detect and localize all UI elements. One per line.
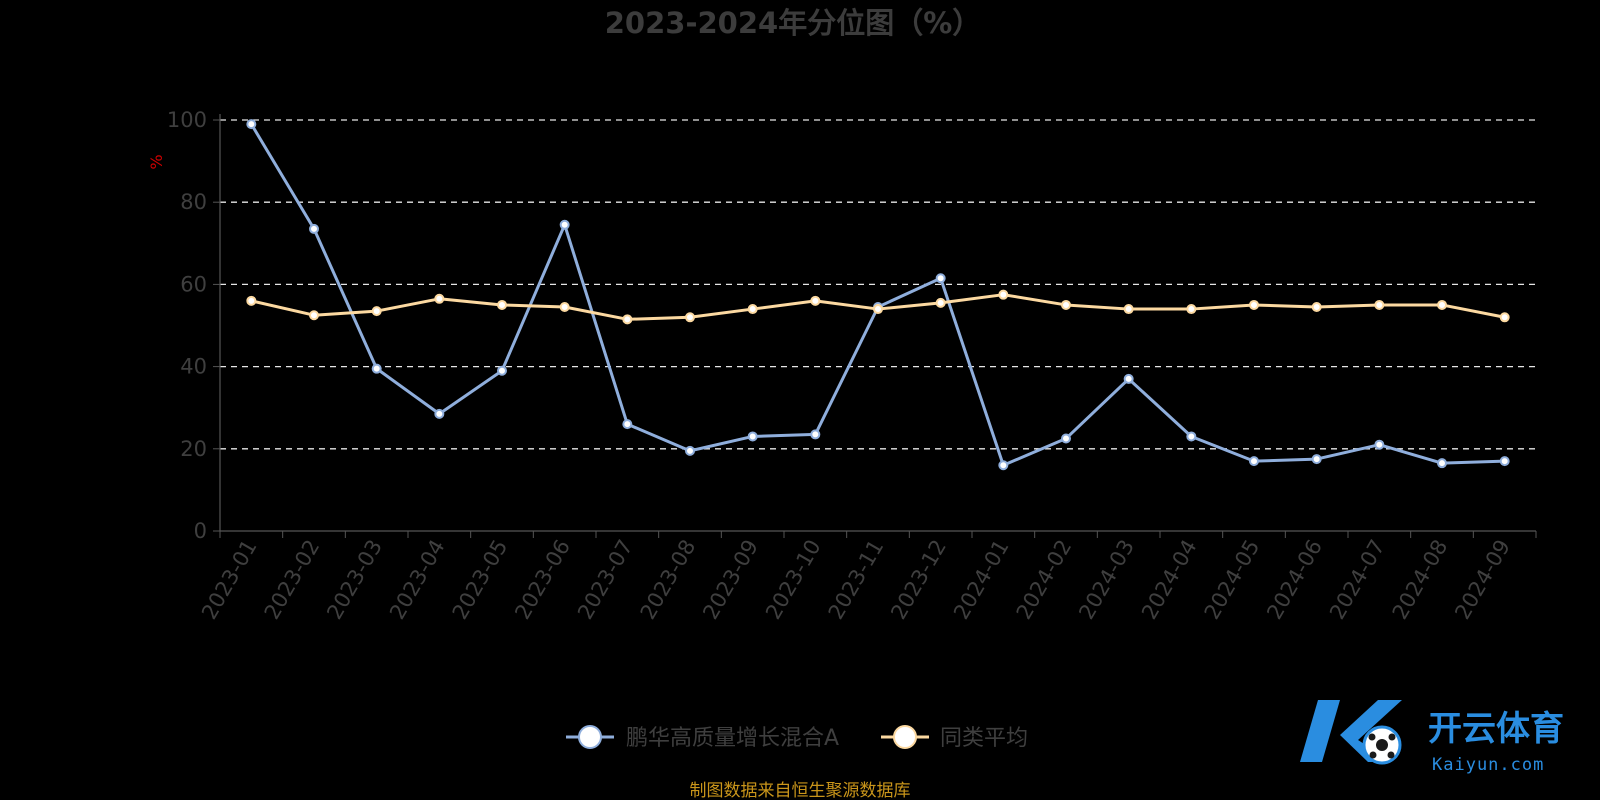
data-point: [622, 314, 633, 325]
x-tick-label: 2023-04: [385, 536, 450, 624]
data-point: [497, 299, 507, 310]
data-point: [1311, 454, 1322, 465]
data-point: [685, 312, 695, 323]
data-point: [1123, 304, 1134, 315]
series-group: [246, 119, 1510, 471]
x-tick-label: 2023-07: [573, 536, 638, 624]
data-point: [559, 302, 570, 313]
data-point: [873, 304, 883, 315]
x-tick-label: 2023-05: [448, 536, 513, 624]
data-point: [1186, 304, 1197, 315]
legend-marker-icon: [893, 725, 917, 749]
legend-label: 鹏华高质量增长混合A: [626, 726, 839, 751]
legend-label: 同类平均: [940, 726, 1028, 751]
data-point: [434, 293, 445, 304]
chart-title: 2023-2024年分位图（%）: [605, 6, 982, 40]
x-tick-label: 2023-10: [761, 536, 826, 624]
data-point: [1437, 458, 1447, 469]
x-tick-label: 2023-01: [197, 536, 262, 624]
data-point: [810, 429, 821, 440]
y-tick-label: 80: [180, 190, 207, 214]
data-point: [685, 445, 695, 456]
data-point: [246, 295, 257, 306]
x-tick-label: 2024-09: [1450, 536, 1515, 624]
x-tick-label: 2024-02: [1012, 536, 1077, 624]
legend-item-1[interactable]: 鹏华高质量增长混合A: [566, 725, 839, 751]
brand-logo-icon: [1300, 700, 1402, 765]
x-tick-label: 2024-07: [1325, 536, 1390, 624]
x-tick-label: 2023-08: [636, 536, 701, 624]
x-tick-label: 2023-03: [322, 536, 387, 624]
data-point: [1374, 439, 1385, 450]
x-tick-label: 2024-04: [1137, 536, 1202, 624]
data-point: [935, 273, 946, 284]
x-tick-label: 2024-08: [1388, 536, 1453, 624]
data-point: [1186, 431, 1197, 442]
data-source-note: 制图数据来自恒生聚源数据库: [690, 781, 911, 800]
data-point: [1437, 299, 1447, 310]
data-point: [371, 306, 382, 317]
data-point: [998, 289, 1009, 300]
data-point: [1061, 299, 1071, 310]
data-point: [1499, 312, 1510, 323]
data-point: [309, 310, 319, 321]
x-tick-label: 2024-05: [1200, 536, 1265, 624]
legend-marker-icon: [578, 725, 602, 749]
x-tick-label: 2023-09: [698, 536, 763, 624]
x-tick-label: 2024-06: [1262, 536, 1327, 624]
data-point: [747, 431, 758, 442]
data-point: [747, 304, 758, 315]
data-point: [1061, 433, 1071, 444]
brand-name: 开云体育: [1428, 709, 1564, 749]
data-point: [309, 223, 319, 234]
brand-watermark: 开云体育 Kaiyun.com: [1300, 700, 1564, 775]
x-tick-label: 2023-06: [510, 536, 575, 624]
brand-domain: Kaiyun.com: [1432, 755, 1544, 775]
y-tick-label: 40: [180, 355, 207, 379]
axes: 0 20 40 60 80 100 2023-012023-022023-032023-04…: [167, 108, 1537, 624]
data-point: [497, 365, 507, 376]
y-axis-unit-label: %: [147, 154, 166, 169]
data-point: [1499, 456, 1510, 467]
data-point: [1311, 302, 1322, 313]
data-point: [1374, 299, 1385, 310]
y-tick-label: 0: [194, 519, 207, 543]
x-tick-label: 2023-02: [260, 536, 325, 624]
legend[interactable]: 鹏华高质量增长混合A 同类平均: [566, 725, 1028, 751]
data-point: [1249, 299, 1259, 310]
x-tick-label: 2023-11: [824, 536, 889, 624]
x-tick-label: 2024-03: [1074, 536, 1139, 624]
data-point: [1249, 456, 1259, 467]
data-point: [371, 363, 382, 374]
y-tick-label: 60: [180, 272, 207, 296]
data-point: [810, 295, 821, 306]
y-tick-label: 100: [167, 108, 207, 132]
series-2: [246, 289, 1510, 325]
legend-item-2[interactable]: 同类平均: [881, 725, 1028, 751]
data-point: [559, 219, 570, 230]
y-tick-label: 20: [180, 437, 207, 461]
x-tick-label: 2023-12: [886, 536, 951, 624]
data-point: [246, 119, 257, 130]
data-point: [434, 408, 445, 419]
x-tick-label: 2024-01: [949, 535, 1014, 623]
data-point: [998, 460, 1009, 471]
data-point: [622, 419, 633, 430]
data-point: [935, 297, 946, 308]
data-point: [1123, 373, 1134, 384]
